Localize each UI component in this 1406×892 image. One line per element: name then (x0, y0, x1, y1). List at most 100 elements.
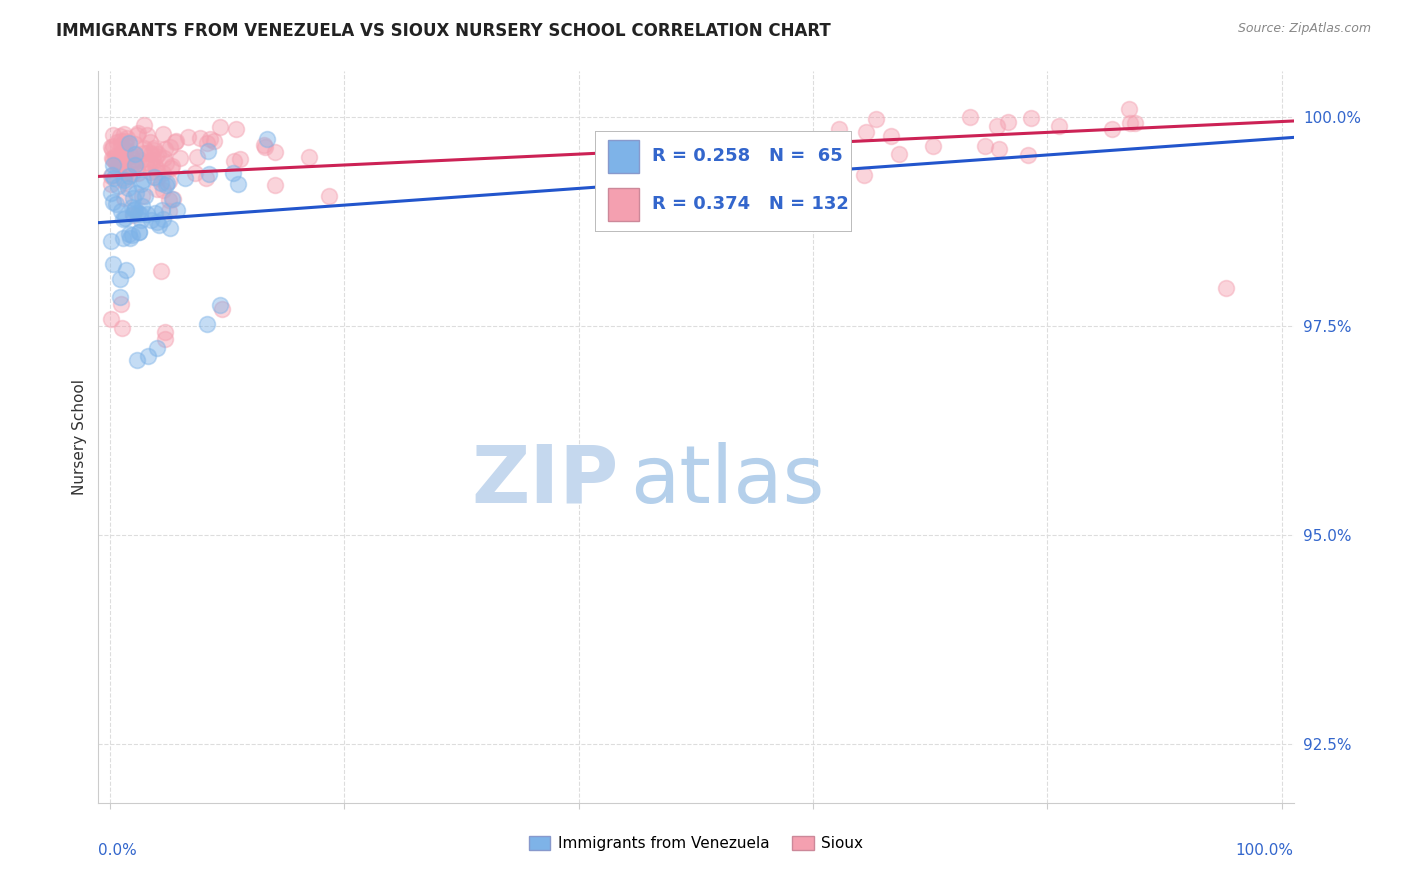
Point (120, 149, 142, 163)
Point (101, 151, 124, 165)
Point (145, 149, 167, 163)
Text: Source: ZipAtlas.com: Source: ZipAtlas.com (1237, 22, 1371, 36)
Point (222, 154, 245, 169)
Point (121, 191, 143, 205)
Point (129, 207, 152, 221)
Point (111, 145, 134, 160)
Point (149, 176, 172, 190)
Point (122, 208, 145, 222)
Point (159, 221, 181, 235)
Point (125, 352, 148, 367)
Point (143, 169, 166, 184)
Point (114, 145, 136, 160)
Point (887, 147, 910, 161)
Point (100, 234, 122, 248)
Point (152, 127, 174, 141)
Point (145, 161, 167, 176)
Point (127, 206, 149, 220)
Point (318, 189, 340, 203)
Point (105, 135, 128, 149)
Point (129, 177, 152, 191)
Point (122, 156, 145, 170)
Point (110, 134, 132, 148)
Point (152, 166, 174, 180)
Point (145, 182, 167, 196)
Point (114, 175, 136, 189)
Point (142, 153, 165, 167)
Point (208, 120, 231, 134)
Point (134, 189, 156, 203)
Point (1123, 116, 1146, 130)
Point (138, 136, 160, 150)
Point (108, 150, 131, 164)
Point (264, 145, 287, 159)
Point (229, 152, 252, 166)
Point (115, 165, 138, 179)
Point (156, 176, 179, 190)
Point (101, 169, 124, 183)
Point (114, 138, 136, 153)
Point (117, 144, 139, 158)
Point (987, 142, 1010, 156)
Point (145, 215, 167, 229)
Point (141, 165, 163, 179)
Point (110, 138, 132, 153)
Point (125, 186, 148, 200)
Point (155, 155, 177, 169)
Point (107, 179, 129, 194)
Point (145, 206, 167, 220)
Point (263, 178, 285, 193)
Point (143, 143, 166, 157)
Point (155, 178, 177, 192)
Point (118, 169, 141, 183)
Point (122, 207, 145, 221)
Point (104, 153, 127, 168)
Point (152, 151, 174, 165)
Point (124, 202, 146, 216)
Point (125, 159, 148, 173)
Text: ZIP: ZIP (471, 442, 619, 520)
Bar (607, 140, 638, 173)
Point (1101, 122, 1123, 136)
Point (136, 349, 159, 363)
Point (184, 166, 207, 180)
Point (122, 203, 145, 218)
Point (103, 171, 125, 186)
Point (138, 145, 160, 160)
Point (127, 166, 149, 180)
Point (127, 126, 149, 140)
Point (155, 332, 177, 346)
Point (117, 181, 139, 195)
Point (202, 134, 225, 148)
Point (162, 193, 184, 207)
Point (103, 158, 125, 172)
Point (880, 128, 903, 143)
Point (105, 156, 128, 170)
Point (159, 140, 181, 154)
Point (131, 199, 153, 213)
Point (865, 112, 887, 126)
Point (855, 126, 877, 140)
Point (197, 167, 219, 181)
Point (124, 147, 146, 161)
Point (194, 171, 217, 186)
Point (103, 128, 125, 142)
Point (107, 156, 129, 170)
Point (125, 157, 148, 171)
Point (128, 225, 150, 239)
Point (111, 321, 134, 335)
Point (112, 127, 135, 141)
Point (129, 153, 152, 167)
Point (208, 298, 231, 312)
Point (124, 158, 146, 172)
Point (1021, 111, 1043, 125)
Point (1017, 148, 1039, 162)
Point (222, 166, 245, 180)
Point (169, 151, 191, 165)
Point (211, 302, 233, 317)
Text: atlas: atlas (630, 442, 824, 520)
Point (986, 119, 1008, 133)
Text: R = 0.258   N =  65: R = 0.258 N = 65 (651, 147, 842, 166)
Point (114, 152, 136, 166)
Point (125, 128, 148, 142)
